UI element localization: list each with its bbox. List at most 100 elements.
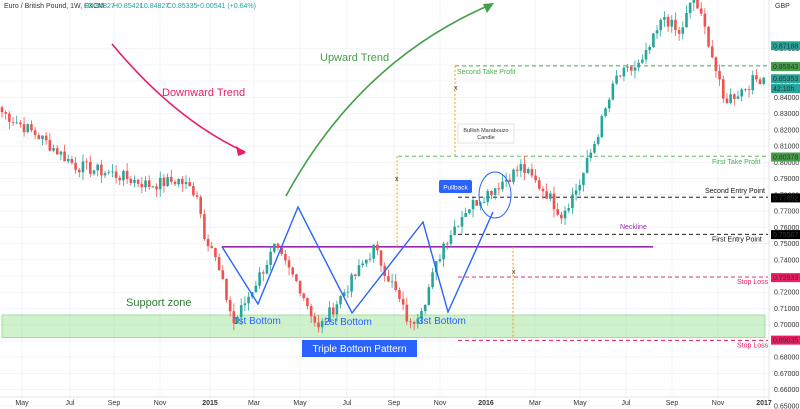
- candle-body: [438, 259, 442, 262]
- candle-body: [129, 178, 133, 183]
- price-line-label: First Take Profit: [712, 159, 761, 166]
- x-tick-label: May: [15, 400, 29, 407]
- downward-arrowhead-icon: [236, 146, 246, 156]
- candles-layer: [0, 0, 766, 334]
- price-line-label: Stop Loss: [737, 342, 769, 349]
- candle-body: [30, 124, 33, 131]
- pullback-label: Pullback: [443, 185, 468, 192]
- candle-body: [328, 307, 331, 322]
- candle-body: [519, 164, 523, 171]
- candle-body: [663, 17, 666, 20]
- ohlc-low: L0.84827: [140, 3, 169, 10]
- candle-body: [254, 285, 258, 293]
- candle-body: [339, 295, 342, 305]
- candle-body: [346, 291, 350, 293]
- candle-body: [81, 161, 85, 173]
- candle-body: [55, 148, 59, 155]
- candle-body: [394, 281, 398, 290]
- candle-body: [70, 158, 74, 163]
- candle-body: [736, 96, 740, 99]
- candle-body: [225, 279, 228, 300]
- candle-body: [331, 307, 335, 315]
- candle-body: [100, 164, 103, 176]
- price-tag-label: 0.80378: [773, 154, 798, 161]
- candle-body: [221, 270, 225, 280]
- candle-body: [162, 177, 166, 187]
- candle-body: [19, 122, 22, 125]
- candle-body: [758, 79, 762, 84]
- y-tick-label: 0.65000: [774, 403, 799, 409]
- x-tick-label: Sep: [108, 400, 121, 407]
- candle-body: [666, 17, 670, 27]
- candle-body: [41, 135, 44, 140]
- candle-body: [276, 243, 280, 248]
- candle-body: [515, 169, 519, 171]
- candle-body: [508, 179, 512, 183]
- candle-body: [228, 299, 232, 312]
- candle-body: [755, 75, 758, 80]
- y-tick-label: 0.79000: [774, 176, 799, 183]
- candle-body: [144, 180, 147, 188]
- candle-body: [626, 66, 629, 68]
- candle-body: [501, 181, 504, 190]
- y-tick-label: 0.82000: [774, 127, 799, 134]
- pattern-layer: [221, 205, 494, 315]
- y-tick-label: 0.76000: [774, 225, 799, 232]
- candle-body: [22, 124, 26, 133]
- candle-body: [372, 244, 375, 259]
- candle-body: [622, 67, 626, 77]
- candle-body: [52, 148, 55, 151]
- x-tick-label: Jul: [622, 400, 631, 407]
- candle-body: [453, 226, 456, 236]
- x-tick-label: May: [293, 400, 307, 407]
- candle-body: [733, 94, 736, 99]
- price-axis-panel: [769, 0, 800, 409]
- candle-body: [181, 178, 184, 185]
- price-tag: [771, 83, 800, 93]
- candle-body: [158, 177, 162, 190]
- candle-body: [291, 267, 295, 275]
- candle-body: [468, 209, 471, 213]
- candle-body: [449, 235, 453, 244]
- candle-body: [295, 274, 298, 282]
- candle-body: [206, 239, 210, 247]
- price-tag: [771, 193, 800, 203]
- candle-body: [151, 186, 155, 188]
- y-axis[interactable]: 0.650000.660000.670000.680000.690000.700…: [774, 46, 799, 409]
- candle-body: [368, 258, 372, 260]
- candle-body: [707, 26, 710, 47]
- x-axis[interactable]: May Jul Sep Nov 2015 Mar May Jul Sep Nov 2016 Mar Ma…: [15, 400, 772, 407]
- candle-body: [593, 143, 596, 153]
- candle-body: [269, 251, 272, 265]
- price-tag-label: 0.77852: [773, 195, 798, 202]
- candle-body: [103, 173, 107, 176]
- support-zone-band: [1, 314, 766, 338]
- candle-body: [361, 263, 364, 266]
- candle-body: [173, 181, 177, 185]
- candle-body: [721, 79, 725, 99]
- candle-body: [578, 185, 582, 191]
- candle-body: [460, 216, 464, 227]
- chart-header: Euro / British Pound, 1W, FXCM O0.84827 …: [4, 3, 790, 10]
- candle-body: [637, 62, 640, 68]
- candle-body: [37, 135, 41, 140]
- price-tag-label: 0.87188: [773, 43, 798, 50]
- candle-body: [607, 99, 611, 109]
- candle-body: [177, 178, 180, 185]
- candle-body: [589, 152, 593, 158]
- candle-body: [526, 169, 530, 174]
- candle-body: [648, 47, 651, 51]
- candle-body: [239, 305, 243, 318]
- price-tag: [771, 74, 800, 84]
- candle-body: [8, 113, 11, 122]
- candle-body: [125, 170, 129, 179]
- x-tick-label: Nov: [154, 400, 167, 407]
- y-tick-label: 0.67000: [774, 371, 799, 378]
- candle-body: [376, 244, 379, 251]
- candle-body: [504, 179, 508, 182]
- candle-body: [744, 89, 747, 91]
- candle-body: [560, 214, 563, 219]
- candle-body: [545, 191, 548, 199]
- candle-body: [427, 287, 431, 305]
